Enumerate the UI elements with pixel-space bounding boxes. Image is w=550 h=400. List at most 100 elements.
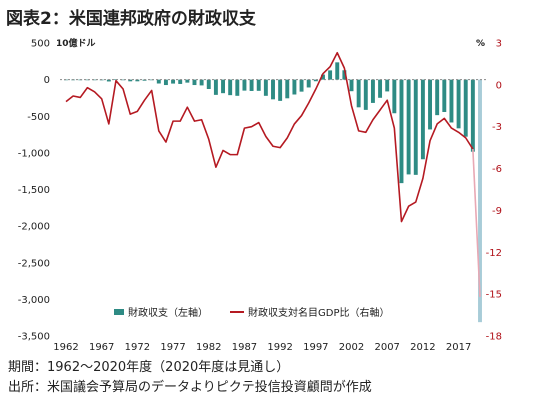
left-tick-label: -500 (27, 112, 50, 123)
bar-2002 (349, 79, 354, 92)
x-tick-label: 1992 (267, 342, 292, 353)
bar-2020 (478, 79, 482, 323)
bar-2012 (420, 79, 425, 160)
left-tick-label: -2,000 (18, 222, 50, 233)
line-series (65, 51, 481, 297)
x-tick-label: 2002 (339, 342, 364, 353)
bar-2007 (385, 79, 390, 92)
right-tick-label: -18 (486, 332, 502, 343)
bar-1998 (321, 74, 325, 80)
left-axis-ticks: 500 0 -500 -1,000 -1,500 -2,000 -2,500 -3,000 -3… (18, 39, 50, 343)
bar-2019 (470, 79, 475, 152)
bar-2000 (335, 62, 340, 80)
left-tick-label: -2,500 (18, 258, 50, 269)
bar-series (64, 62, 482, 323)
left-tick-label: -1,500 (18, 185, 50, 196)
legend-line-label: 財政収支対名目GDP比（右軸） (248, 306, 389, 319)
bar-2008 (392, 79, 397, 114)
left-tick-label: -3,500 (18, 332, 50, 343)
bar-1981 (199, 79, 204, 86)
bar-2006 (378, 79, 383, 98)
bar-1982 (206, 79, 211, 90)
bar-1994 (292, 79, 297, 95)
bar-2016 (449, 79, 454, 123)
bar-1997 (313, 79, 318, 82)
bar-1968 (106, 79, 111, 82)
chart-title: 図表2：米国連邦政府の財政収支 (6, 9, 256, 29)
bar-1974 (149, 79, 154, 81)
gdp-ratio-projection-line (472, 148, 481, 297)
bar-1973 (142, 79, 147, 81)
source-note: 出所：米国議会予算局のデータよりピクテ投信投資顧問が作成 (8, 380, 372, 395)
bar-1987 (242, 79, 247, 91)
bar-2001 (342, 70, 347, 80)
bar-1971 (128, 79, 133, 82)
bar-1996 (306, 79, 311, 88)
bar-2014 (435, 79, 440, 116)
bar-1989 (256, 79, 261, 91)
period-note: 期間：1962～2020年度（2020年度は見通し） (8, 360, 290, 375)
x-tick-label: 1977 (160, 342, 185, 353)
bar-2004 (363, 79, 368, 110)
gdp-ratio-line (65, 51, 474, 223)
x-tick-label: 1987 (232, 342, 257, 353)
bar-2011 (413, 79, 418, 175)
bar-2013 (428, 79, 432, 130)
x-tick-label: 2007 (374, 342, 399, 353)
legend-bar-swatch (114, 309, 124, 315)
left-tick-label: 0 (44, 75, 50, 86)
bar-1978 (178, 79, 183, 84)
bar-1986 (235, 79, 240, 96)
legend: 財政収支（左軸） 財政収支対名目GDP比（右軸） (114, 306, 389, 319)
legend-bar-label: 財政収支（左軸） (128, 306, 208, 319)
bar-2009 (399, 79, 404, 184)
x-tick-label: 2012 (410, 342, 435, 353)
bar-1995 (299, 79, 304, 92)
bar-1991 (271, 79, 275, 100)
bar-1979 (185, 79, 190, 83)
bar-1993 (285, 79, 290, 99)
right-tick-label: 0 (496, 80, 502, 91)
x-tick-label: 1962 (53, 342, 78, 353)
x-tick-label: 1997 (303, 342, 328, 353)
left-tick-label: -3,000 (18, 295, 50, 306)
bar-1970 (121, 79, 126, 81)
bar-1966 (92, 79, 97, 81)
bar-1972 (135, 79, 140, 82)
bar-1983 (213, 79, 218, 95)
bar-1990 (263, 79, 268, 96)
bar-1976 (163, 79, 168, 86)
right-tick-label: 3 (496, 39, 502, 50)
bar-1975 (156, 79, 161, 84)
left-axis-unit: 10億ドル (56, 37, 96, 49)
left-tick-label: -1,000 (18, 148, 50, 159)
bar-2018 (463, 79, 468, 137)
bar-2010 (406, 79, 411, 175)
bar-1980 (192, 79, 197, 86)
right-tick-label: -12 (486, 248, 502, 259)
left-tick-label: 500 (31, 39, 50, 50)
x-axis-ticks: 1962 1967 1972 1977 1982 1987 1992 1997 2002 2007… (53, 342, 471, 353)
bar-2005 (370, 79, 375, 103)
x-tick-label: 1972 (125, 342, 150, 353)
bar-1985 (228, 79, 233, 96)
bar-1984 (221, 79, 225, 94)
x-tick-label: 1982 (196, 342, 221, 353)
bar-1965 (85, 79, 90, 81)
right-tick-label: -3 (492, 122, 502, 133)
right-tick-label: -9 (492, 206, 502, 217)
bar-1977 (171, 79, 176, 84)
bar-1999 (328, 70, 333, 80)
bar-2017 (456, 79, 461, 129)
right-tick-label: -15 (486, 290, 502, 301)
bar-2003 (356, 79, 361, 108)
bar-1988 (249, 79, 254, 91)
bar-2015 (442, 79, 447, 113)
right-axis-ticks: 3 0 -3 -6 -9 -12 -15 -18 (486, 39, 502, 343)
right-axis-unit: % (476, 39, 485, 49)
bar-1992 (278, 79, 283, 101)
right-tick-label: -6 (492, 164, 502, 175)
bar-1969 (114, 79, 118, 81)
x-tick-label: 2017 (446, 342, 471, 353)
